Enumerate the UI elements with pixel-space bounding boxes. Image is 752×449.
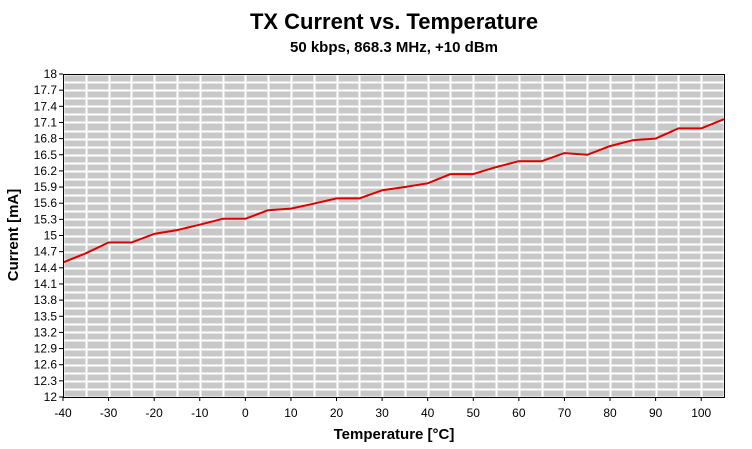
x-tick-label: 100 — [691, 406, 711, 420]
y-tick-label: 17.7 — [34, 83, 58, 97]
y-tick-label: 16.2 — [34, 164, 58, 178]
x-tick-label: 30 — [375, 406, 389, 420]
grid — [62, 73, 726, 399]
x-tick-label: 70 — [558, 406, 572, 420]
y-tick-label: 14.7 — [34, 245, 58, 259]
x-axis-label: Temperature [°C] — [334, 426, 455, 443]
chart-subtitle: 50 kbps, 868.3 MHz, +10 dBm — [290, 39, 498, 56]
series-line — [62, 118, 725, 264]
y-tick-label: 13.2 — [34, 325, 58, 339]
x-tick-label: 0 — [242, 406, 249, 420]
y-tick-label: 14.1 — [34, 277, 58, 291]
y-tick-label: 15 — [44, 229, 58, 243]
y-tick-label: 15.6 — [34, 196, 58, 210]
plot-frame — [63, 74, 725, 398]
y-tick-labels: 12 12.3 12.6 12.9 13.2 13.5 13.8 14.1 14.4 14.7 15… — [34, 67, 63, 404]
y-tick-label: 12.6 — [34, 358, 58, 372]
series-layer — [62, 118, 725, 264]
chart-title: TX Current vs. Temperature — [250, 9, 538, 34]
y-tick-label: 16.5 — [34, 148, 58, 162]
y-axis-label: Current [mA] — [5, 189, 22, 282]
x-tick-label: 10 — [284, 406, 298, 420]
y-tick-label: 12.9 — [34, 342, 58, 356]
x-tick-label: 50 — [467, 406, 481, 420]
y-tick-label: 12 — [44, 390, 58, 404]
x-tick-label: -10 — [191, 406, 209, 420]
x-tick-label: 40 — [421, 406, 435, 420]
x-tick-labels: -40 -30 -20 -10 0 10 20 30 40 50 60 70 80 90 100 — [54, 397, 712, 420]
y-tick-label: 14.4 — [34, 261, 58, 275]
y-tick-label: 17.4 — [34, 99, 58, 113]
y-tick-label: 12.3 — [34, 374, 58, 388]
y-tick-label: 17.1 — [34, 115, 58, 129]
y-tick-label: 15.9 — [34, 180, 58, 194]
x-tick-label: -20 — [146, 406, 164, 420]
x-tick-label: 80 — [603, 406, 617, 420]
y-tick-label: 15.3 — [34, 212, 58, 226]
x-tick-label: -40 — [54, 406, 72, 420]
x-tick-label: -30 — [100, 406, 118, 420]
y-tick-label: 18 — [44, 67, 58, 81]
y-tick-label: 16.8 — [34, 132, 58, 146]
x-tick-label: 20 — [330, 406, 344, 420]
y-tick-label: 13.8 — [34, 293, 58, 307]
x-tick-label: 90 — [649, 406, 663, 420]
x-tick-label: 60 — [512, 406, 526, 420]
y-tick-label: 13.5 — [34, 309, 58, 323]
